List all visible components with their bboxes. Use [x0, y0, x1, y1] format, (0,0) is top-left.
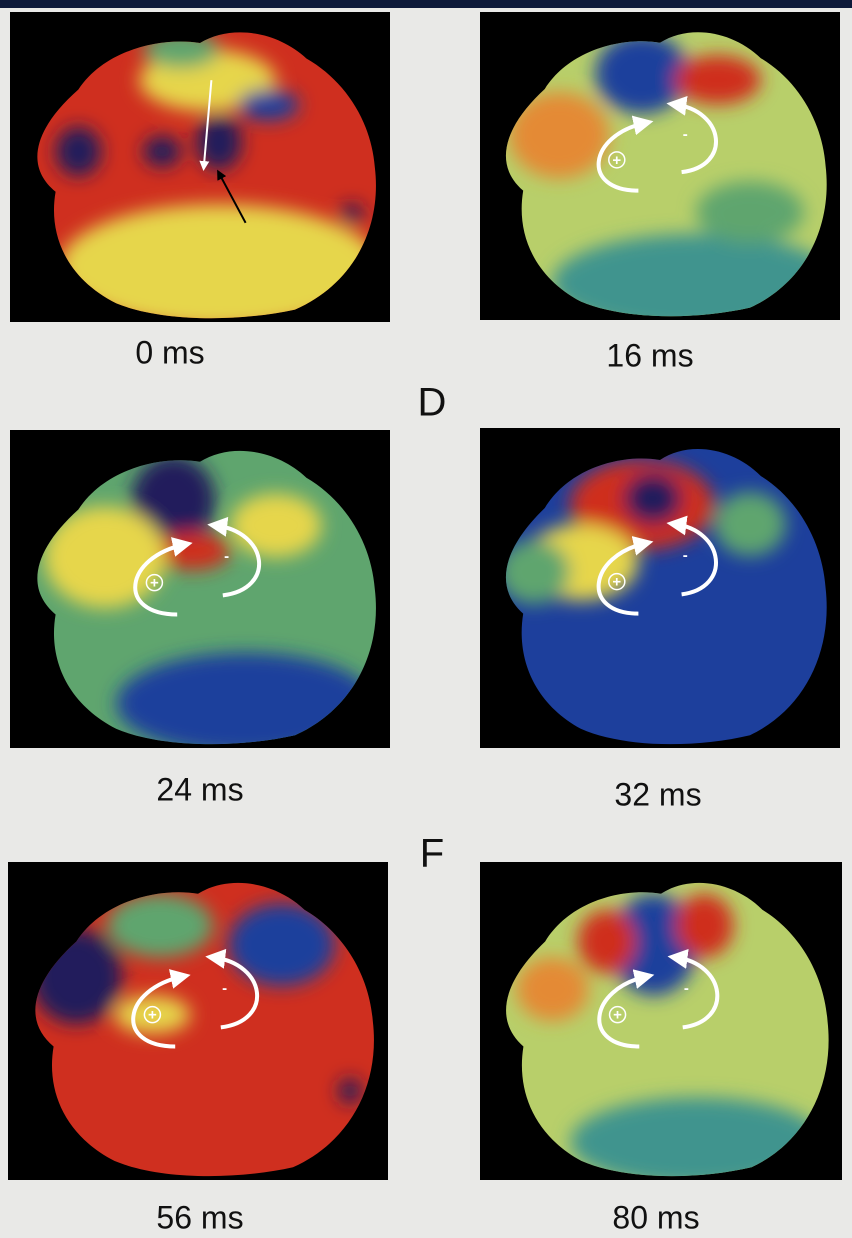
plus-sign: + [612, 574, 621, 591]
map-panel: +- [480, 862, 842, 1186]
time-caption: 32 ms [614, 776, 701, 812]
color-patch [675, 894, 733, 958]
panel-letter: F [420, 832, 444, 876]
color-patch [674, 55, 760, 104]
minus-sign: - [684, 980, 689, 997]
map-panel: +- [8, 862, 388, 1180]
minus-sign: - [683, 547, 688, 564]
time-caption: 0 ms [135, 334, 204, 370]
top-bar [0, 0, 852, 8]
color-patch [339, 1078, 362, 1103]
figure: D F 0 ms+-16 ms+-24 ms+-32 ms+-56 ms+-80… [0, 0, 852, 1233]
map-panel: +- [480, 428, 840, 748]
color-patch [238, 90, 299, 121]
color-patch [341, 204, 364, 223]
color-patch [578, 910, 636, 974]
plus-sign: + [150, 575, 159, 592]
minus-sign: - [683, 126, 688, 143]
plus-sign: + [148, 1007, 157, 1024]
color-patch [595, 34, 689, 114]
color-patch [516, 957, 588, 1021]
map-panel: +- [10, 430, 390, 754]
time-caption: 56 ms [156, 1199, 243, 1233]
plus-sign: + [612, 152, 621, 169]
map-panel [10, 12, 390, 328]
time-caption: 80 ms [612, 1199, 699, 1233]
color-patch [714, 492, 786, 556]
minus-sign: - [222, 980, 227, 997]
plus-sign: + [613, 1007, 622, 1024]
map-panel: +- [480, 12, 840, 332]
panel-letter: D [418, 381, 447, 425]
color-patch [624, 473, 682, 524]
page: {"figure": { "panels": [ {"label": "0 ms… [0, 0, 852, 1233]
minus-sign: - [224, 548, 229, 565]
color-patch [696, 181, 804, 243]
time-caption: 24 ms [156, 771, 243, 807]
color-patch [143, 136, 181, 167]
time-caption: 16 ms [606, 337, 693, 373]
color-patch [196, 114, 242, 170]
color-patch [230, 494, 321, 558]
color-patch [56, 127, 102, 177]
